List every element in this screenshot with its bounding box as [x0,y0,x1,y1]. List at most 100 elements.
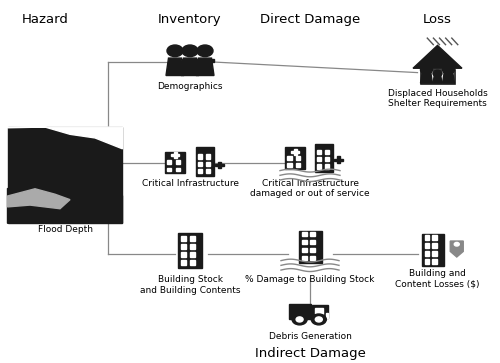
Bar [174,152,176,158]
Bar [432,235,436,240]
Bar [190,253,195,257]
Bar [181,261,186,265]
Bar [182,59,198,62]
Bar [206,154,210,159]
Bar [196,59,214,62]
Bar [302,256,306,260]
Bar [291,151,299,153]
Circle shape [197,45,213,57]
Bar [176,168,180,171]
Polygon shape [420,72,432,83]
Text: Demographics: Demographics [157,82,223,91]
Bar [198,154,202,159]
Bar [206,169,210,173]
Text: Building and
Content Losses ($): Building and Content Losses ($) [395,269,480,289]
Bar [315,308,323,314]
Bar [326,313,328,318]
Bar [318,164,322,168]
Text: Indirect Damage: Indirect Damage [254,347,366,360]
Text: Hazard: Hazard [22,13,68,26]
Bar [424,259,429,264]
Circle shape [442,65,454,74]
Polygon shape [55,145,102,172]
Text: % Damage to Building Stock: % Damage to Building Stock [246,275,374,284]
Bar [310,240,314,244]
Bar [285,147,305,169]
Text: Critical Infrastructure: Critical Infrastructure [142,179,238,188]
Bar [218,162,221,168]
Bar [316,144,333,171]
Bar [171,154,179,156]
Bar [422,234,444,266]
Bar [196,147,214,176]
Circle shape [420,65,432,74]
Bar [167,168,172,171]
Circle shape [167,45,183,57]
Bar [318,157,322,161]
Polygon shape [8,127,122,149]
Bar [289,304,311,319]
Bar [310,232,314,236]
Circle shape [292,314,307,325]
Bar [302,248,306,252]
Text: Building Stock
and Building Contents: Building Stock and Building Contents [140,275,240,294]
Bar [167,160,172,164]
Bar [432,259,436,264]
Polygon shape [181,58,199,76]
Polygon shape [413,45,462,68]
Bar [190,237,195,241]
Text: Debris Generation: Debris Generation [268,332,351,341]
Bar [181,253,186,257]
Bar [198,169,202,173]
Circle shape [296,317,303,322]
Bar [296,156,300,160]
Text: Critical Infrastructure
damaged or out of service: Critical Infrastructure damaged or out o… [250,179,370,198]
Polygon shape [450,241,464,257]
Text: Inventory: Inventory [158,13,222,26]
Bar [190,245,195,249]
Polygon shape [433,75,442,83]
Bar [318,150,322,154]
Bar [165,152,185,173]
Text: Direct Damage: Direct Damage [260,13,360,26]
Bar [432,243,436,248]
Circle shape [182,45,198,57]
Bar [190,261,195,265]
Polygon shape [196,58,214,76]
Text: Displaced Households
Shelter Requirements: Displaced Households Shelter Requirement… [388,89,488,108]
Bar [424,251,429,256]
Bar [206,162,210,166]
Circle shape [454,242,460,246]
Bar [176,160,180,164]
Bar [325,150,329,154]
Bar [325,164,329,168]
Bar [181,237,186,241]
Bar [178,233,202,268]
Circle shape [312,314,326,325]
Bar [310,248,314,252]
Circle shape [316,317,322,322]
Text: Loss: Loss [423,13,452,26]
Bar [181,245,186,249]
Bar [8,127,122,223]
Bar [302,232,306,236]
Polygon shape [8,189,70,209]
Bar [296,163,300,167]
Bar [294,149,296,155]
Polygon shape [442,72,454,83]
Bar [215,164,224,166]
Bar [424,235,429,240]
Text: Flood Depth: Flood Depth [38,225,92,234]
Bar [302,240,306,244]
Bar [325,157,329,161]
Bar [432,251,436,256]
Bar [334,159,343,161]
Polygon shape [8,163,122,223]
Circle shape [433,70,442,77]
Bar [287,156,292,160]
Bar [424,243,429,248]
Polygon shape [166,58,184,76]
Bar [337,156,340,163]
Bar [312,305,328,318]
Bar [420,70,454,84]
